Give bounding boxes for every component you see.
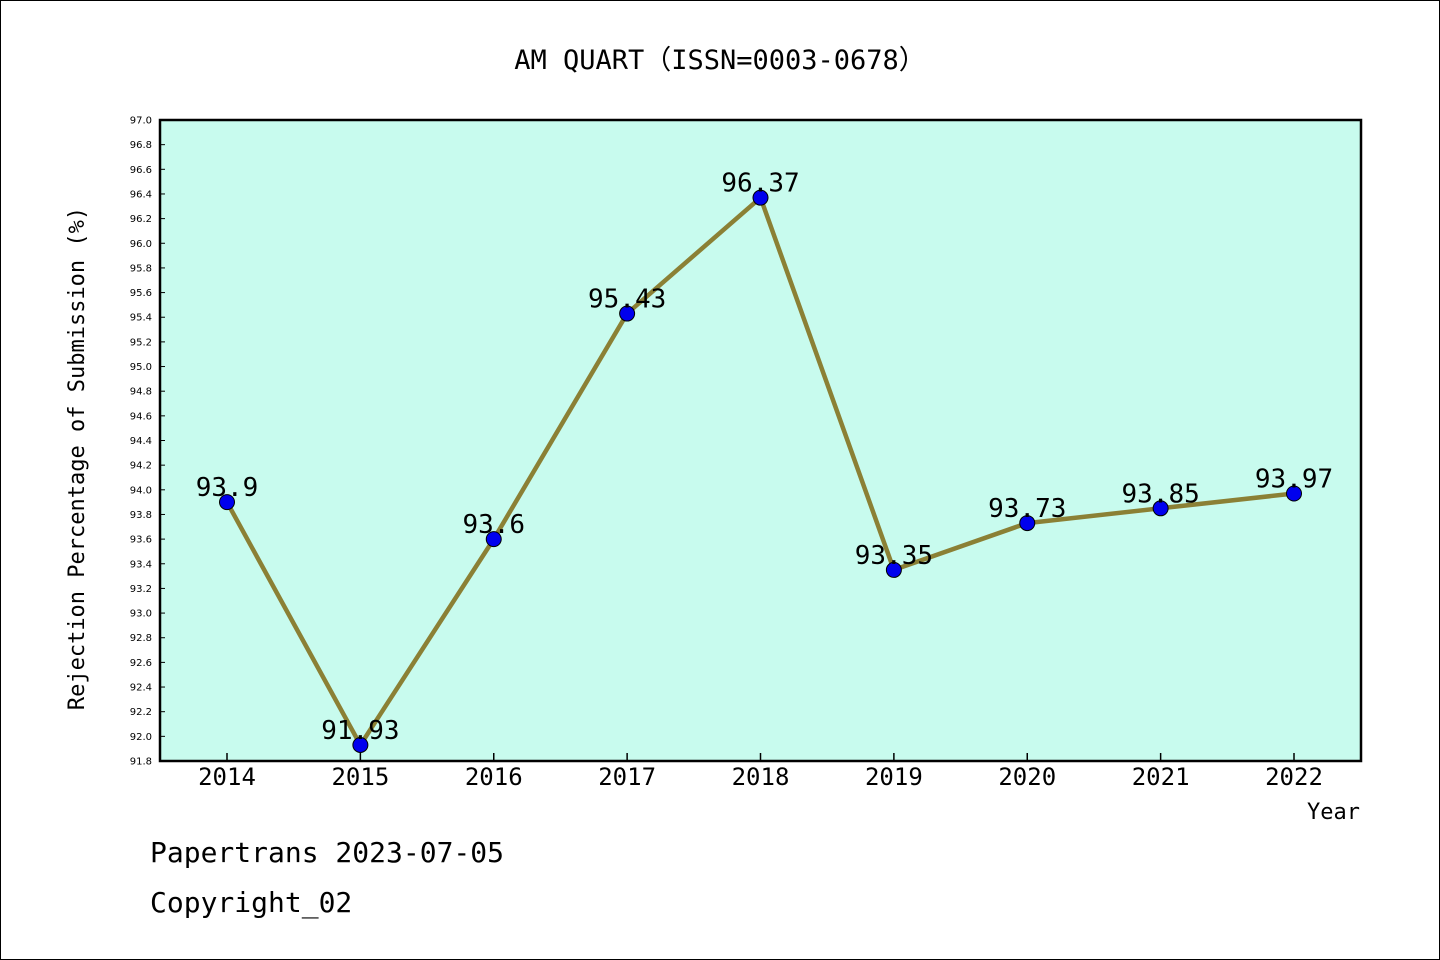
y-tick-label: 93.4 <box>130 559 152 570</box>
data-point <box>1019 515 1036 532</box>
x-tick-label: 2021 <box>1132 763 1190 791</box>
y-tick-label: 95.4 <box>130 313 152 324</box>
y-tick-label: 94.6 <box>130 411 152 422</box>
data-point <box>752 189 769 206</box>
x-tick-label: 2015 <box>331 763 389 791</box>
x-tick-label: 2022 <box>1265 763 1323 791</box>
y-tick-label: 95.8 <box>130 263 152 274</box>
y-tick-label: 92.2 <box>130 707 152 718</box>
x-axis-label: Year <box>1307 800 1360 825</box>
data-label: 93.85 <box>1121 479 1199 509</box>
footer-copyright: Copyright_02 <box>150 886 353 919</box>
y-tick-label: 96.6 <box>130 165 152 176</box>
y-tick-label: 94.4 <box>130 436 152 447</box>
data-label: 93.9 <box>196 473 259 503</box>
y-tick-label: 95.6 <box>130 288 152 299</box>
data-label: 95.43 <box>588 285 666 315</box>
y-tick-label: 92.4 <box>130 683 152 694</box>
data-labels: 93.9 91.93 93.6 95.43 96.37 93.35 93.73 93.85 93… <box>196 169 1333 746</box>
x-tick-label: 2018 <box>732 763 790 791</box>
y-tick-label: 96.2 <box>130 214 152 225</box>
x-tick-label: 2016 <box>465 763 523 791</box>
y-tick-label: 93.6 <box>130 535 152 546</box>
data-label: 93.6 <box>462 510 525 540</box>
series-markers <box>219 189 1302 753</box>
y-tick-label: 96.8 <box>130 140 152 151</box>
data-point <box>885 561 902 578</box>
y-tick-label: 96.4 <box>130 189 152 200</box>
y-tick-label: 92.0 <box>130 732 152 743</box>
y-tick-label: 93.0 <box>130 609 152 620</box>
plot-area <box>158 118 1363 763</box>
y-tick-label: 92.8 <box>130 633 152 644</box>
y-tick-label: 93.8 <box>130 510 152 521</box>
data-label: 93.35 <box>855 541 933 571</box>
data-point <box>352 736 369 753</box>
x-tick-label: 2019 <box>865 763 923 791</box>
y-tick-label: 94.0 <box>130 485 152 496</box>
y-tick-label: 92.6 <box>130 658 152 669</box>
x-tick-label: 2020 <box>998 763 1056 791</box>
data-label: 91.93 <box>321 716 399 746</box>
data-point <box>219 494 235 511</box>
y-axis-label: Rejection Percentage of Submission (%) <box>65 207 90 710</box>
y-tick-label: 95.0 <box>130 362 152 373</box>
data-point <box>485 531 502 548</box>
x-axis: 2014 2015 2016 2017 2018 2019 2020 2021 2022 <box>198 753 1323 791</box>
y-tick-label: 95.2 <box>130 337 152 348</box>
y-tick-label: 97.0 <box>130 116 152 127</box>
chart-title: AM QUART（ISSN=0003-0678） <box>514 45 926 76</box>
x-tick-label: 2014 <box>198 763 256 791</box>
data-point <box>619 305 636 322</box>
y-tick-label: 93.2 <box>130 584 152 595</box>
y-axis: 91.8 92.0 92.2 92.4 92.6 92.8 93.0 93.2 93.4 93.6… <box>130 116 165 768</box>
y-tick-label: 94.2 <box>130 461 152 472</box>
y-tick-label: 94.8 <box>130 387 152 398</box>
data-label: 93.73 <box>988 494 1066 524</box>
data-point <box>1286 485 1302 502</box>
data-label: 96.37 <box>721 169 799 199</box>
y-tick-label: 91.8 <box>130 757 152 768</box>
data-label: 93.97 <box>1255 465 1333 495</box>
x-tick-label: 2017 <box>598 763 656 791</box>
data-point <box>1152 500 1169 517</box>
y-tick-label: 96.0 <box>130 239 152 250</box>
footer-source: Papertrans 2023-07-05 <box>150 836 505 869</box>
